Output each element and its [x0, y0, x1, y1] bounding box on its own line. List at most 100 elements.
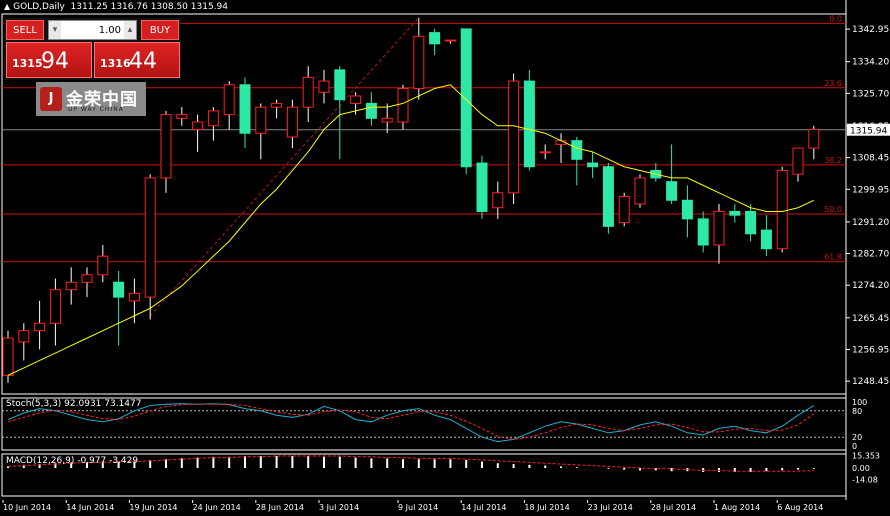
fib-level-label: 50.0 — [824, 205, 842, 214]
date-axis-label: 28 Jun 2014 — [256, 503, 304, 512]
bull-candle-body — [776, 169, 788, 250]
bull-candle-body — [634, 177, 646, 205]
bull-candle-body — [192, 121, 204, 130]
current-price-tag-text: 1315.94 — [850, 127, 887, 137]
date-axis-label: 9 Jul 2014 — [398, 503, 438, 512]
macd-signal-line — [7, 455, 814, 472]
date-axis-label: 18 Jul 2014 — [524, 503, 569, 512]
bear-candle-body — [745, 210, 757, 235]
current-price-tag — [847, 123, 890, 136]
fib-level-label: 61.8 — [824, 253, 842, 262]
bull-candle-body — [350, 95, 362, 104]
stoch-axis-label: 80 — [852, 407, 862, 416]
bull-candle-body — [539, 151, 551, 154]
macd-axis-label: 0.00 — [852, 464, 870, 473]
logo-chinese-text: 金荣中国 — [66, 90, 138, 110]
bear-candle-body — [681, 199, 693, 220]
date-axis-label: 24 Jun 2014 — [193, 503, 241, 512]
price-axis-label: 1325.70 — [852, 89, 889, 99]
date-axis-label: 28 Jul 2014 — [651, 503, 696, 512]
bull-candle-body — [508, 80, 520, 194]
bid-price-pips: 94 — [41, 49, 69, 74]
date-axis-label: 14 Jun 2014 — [66, 503, 114, 512]
bear-candle-body — [571, 140, 583, 160]
price-axis-label: 1256.95 — [852, 345, 889, 355]
bear-candle-body — [602, 166, 614, 227]
bear-candle-body — [429, 32, 441, 45]
bull-candle-body — [792, 147, 804, 175]
lot-increase-icon[interactable]: ▴ — [124, 21, 136, 39]
moving-average-line — [7, 84, 815, 376]
bull-candle-body — [128, 292, 140, 302]
bull-candle-body — [397, 88, 409, 123]
bull-candle-body — [318, 80, 330, 93]
one-click-trade-panel: SELL ▾ ▴ BUY 1315 94 1316 44 — [4, 18, 181, 80]
macd-axis-label: 15.353 — [852, 452, 880, 461]
date-axis-label: 6 Aug 2014 — [777, 503, 823, 512]
symbol-label: GOLD,Daily — [13, 2, 65, 12]
date-axis-label: 3 Jul 2014 — [319, 503, 359, 512]
collapse-triangle-icon[interactable]: ▲ — [4, 2, 11, 11]
bear-candle-body — [334, 69, 346, 101]
stoch-axis-label: 0 — [852, 442, 857, 451]
bear-candle-body — [239, 84, 251, 134]
bull-candle-body — [808, 128, 820, 149]
chart-header: ▲ GOLD,Daily 1311.25 1316.76 1308.50 1315… — [4, 2, 228, 12]
date-axis-label: 1 Aug 2014 — [714, 503, 760, 512]
bull-candle-body — [255, 106, 267, 134]
date-axis-label: 23 Jul 2014 — [588, 503, 633, 512]
price-axis-label: 1274.20 — [852, 281, 889, 291]
stoch-label: Stoch(5,3,3) 92.0931 73.1477 — [6, 399, 142, 409]
stoch-main-line — [7, 403, 815, 443]
fib-level-label: 23.6 — [824, 79, 842, 88]
bull-candle-body — [302, 76, 314, 108]
bear-candle-body — [476, 162, 488, 212]
bear-candle-body — [729, 210, 741, 216]
buy-button[interactable]: BUY — [141, 20, 179, 40]
lot-decrease-icon[interactable]: ▾ — [49, 21, 61, 39]
bull-candle-body — [492, 192, 504, 209]
ask-price-pips: 44 — [129, 49, 157, 74]
date-axis-label: 19 Jun 2014 — [129, 503, 177, 512]
bull-candle-body — [49, 289, 61, 324]
bear-candle-body — [587, 162, 599, 168]
price-axis-label: 1308.45 — [852, 154, 889, 164]
bull-candle-body — [444, 39, 456, 42]
bull-candle-body — [97, 255, 109, 276]
bull-candle-body — [34, 322, 46, 332]
price-axis-label: 1282.70 — [852, 250, 889, 260]
bull-candle-body — [618, 196, 630, 224]
macd-label: MACD(12,26,9) -0.977 -3.429 — [6, 456, 139, 466]
ask-price-box[interactable]: 1316 44 — [94, 42, 180, 78]
lot-size-input[interactable] — [63, 21, 121, 39]
bear-candle-body — [697, 218, 709, 246]
sell-button[interactable]: SELL — [6, 20, 44, 40]
bear-candle-body — [460, 28, 472, 168]
fib-level-label: 38.2 — [824, 156, 842, 165]
logo-mark-icon: J — [40, 87, 62, 111]
ask-price-prefix: 1316 — [100, 57, 131, 70]
price-axis-label: 1248.45 — [852, 377, 889, 387]
fib-level-label: 0.0 — [829, 14, 842, 23]
lot-size-field[interactable]: ▾ ▴ — [48, 20, 137, 40]
bull-candle-body — [271, 102, 283, 108]
logo-english-text: UP WAY CHINA — [68, 106, 124, 113]
fib-trend-line — [149, 17, 420, 317]
macd-axis-label: -14.08 — [852, 475, 878, 484]
bull-candle-body — [223, 84, 235, 116]
bull-candle-body — [144, 177, 156, 298]
bull-candle-body — [2, 337, 14, 376]
ohlc-values: 1311.25 1316.76 1308.50 1315.94 — [70, 2, 228, 12]
bull-candle-body — [381, 117, 393, 123]
bear-candle-body — [666, 181, 678, 201]
date-axis-label: 14 Jul 2014 — [461, 503, 506, 512]
bull-candle-body — [18, 330, 30, 343]
bear-candle-body — [365, 102, 377, 119]
bid-price-box[interactable]: 1315 94 — [6, 42, 92, 78]
bear-candle-body — [523, 80, 535, 168]
broker-logo: J 金荣中国 UP WAY CHINA — [36, 82, 146, 116]
price-axis-label: 1299.95 — [852, 185, 889, 195]
bull-candle-body — [160, 114, 172, 179]
date-axis-label: 10 Jun 2014 — [3, 503, 51, 512]
bid-price-prefix: 1315 — [12, 57, 43, 70]
